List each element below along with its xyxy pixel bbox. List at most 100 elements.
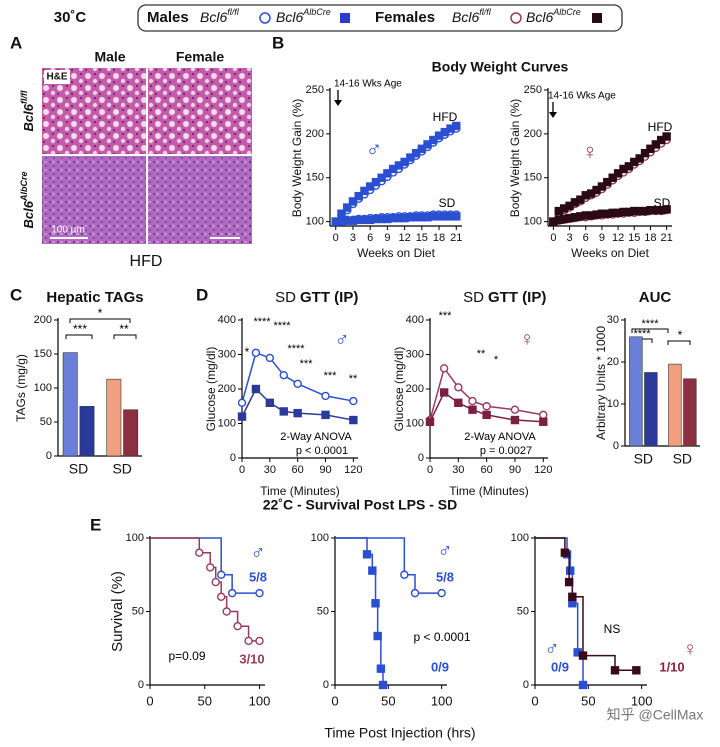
marker <box>195 548 204 557</box>
marker <box>578 680 588 690</box>
annotation: ♂ <box>438 539 453 561</box>
label-sup: AlbCre <box>302 7 331 17</box>
marker <box>216 570 226 579</box>
stain-label: H&E <box>46 72 67 83</box>
annotation: *** <box>324 370 338 382</box>
marker <box>378 680 388 690</box>
annotation: 5/8 <box>436 569 454 584</box>
x-tick-label: 0 <box>427 464 433 476</box>
annotation: HFD <box>433 110 458 124</box>
marker <box>244 636 253 646</box>
marker <box>482 410 491 420</box>
y-tick-label: 10 <box>607 398 619 410</box>
scale-label: 100 µm <box>51 225 85 236</box>
x-tick-label: 9 <box>384 232 390 244</box>
x-axis-label: Time (Minutes) <box>449 484 529 498</box>
y-tick-label: 150 <box>34 348 52 360</box>
panel-label: D <box>196 285 208 304</box>
marker <box>293 408 302 418</box>
x-tick-label: 3 <box>567 232 573 244</box>
panel-label: A <box>10 33 22 52</box>
marker <box>454 398 463 407</box>
x-tick-label: 6 <box>367 232 373 244</box>
x-tick-label: 0 <box>550 232 556 244</box>
marker <box>376 664 386 673</box>
legend-males: Males <box>147 9 189 26</box>
chart-title: AUC <box>639 289 672 306</box>
significance-bracket <box>65 334 93 339</box>
chart-title: GTT (IP) <box>488 289 546 306</box>
x-tick-label: 50 <box>381 693 395 708</box>
chart-subtitle: SD <box>463 289 484 306</box>
marker <box>468 396 477 406</box>
marker <box>624 162 634 171</box>
y-tick-label: 300 <box>218 348 236 360</box>
marker <box>365 182 375 191</box>
y-tick-label: 200 <box>524 128 542 140</box>
marker <box>560 548 570 557</box>
label-base: Bcl6 <box>21 103 36 131</box>
y-tick-label: 20 <box>607 356 619 368</box>
marker <box>400 570 409 579</box>
bar <box>79 406 95 457</box>
y-tick-label: 100 <box>306 216 324 228</box>
label-sup: fl/fl <box>227 7 240 17</box>
marker <box>406 153 415 162</box>
marker <box>400 157 409 167</box>
annotation: ** <box>119 322 129 336</box>
survival-step <box>150 537 201 553</box>
x-tick-label: 0 <box>146 693 153 708</box>
annotation: * <box>245 345 250 359</box>
marker <box>613 169 623 178</box>
y-tick-label: 100 <box>218 417 236 429</box>
marker <box>343 203 352 212</box>
bar <box>668 363 682 447</box>
legend-females: Females <box>375 9 435 26</box>
y-axis-label: Glucose (mg/dl) <box>204 347 218 432</box>
panel-label: B <box>272 33 284 52</box>
legend-swatch <box>340 13 350 23</box>
survival-step <box>375 602 379 637</box>
y-tick-label: 0 <box>230 452 236 464</box>
x-tick-label: 18 <box>644 232 656 244</box>
annotation: HFD <box>648 120 673 134</box>
annotation: ♀ <box>582 139 599 164</box>
y-tick-label: 50 <box>40 416 52 428</box>
x-tick-label: 0 <box>333 232 339 244</box>
y-tick-label: 50 <box>317 605 329 617</box>
marker <box>360 186 369 196</box>
panel-title: 22˚C - Survival Post LPS - SD <box>263 497 458 513</box>
x-tick-label: 60 <box>481 464 493 476</box>
y-tick-label: 200 <box>218 383 236 395</box>
temperature: 30˚C <box>54 9 87 26</box>
y-tick-label: 0 <box>323 679 329 691</box>
marker <box>383 169 392 178</box>
marker <box>662 132 671 141</box>
marker <box>368 566 377 575</box>
annotation: 2-Way ANOVA <box>280 431 352 443</box>
marker <box>216 592 226 601</box>
x-tick-label: 3 <box>350 232 356 244</box>
marker <box>371 177 381 187</box>
marker <box>439 364 449 373</box>
marker <box>632 666 641 675</box>
annotation: p = 0.0027 <box>480 445 532 457</box>
arrow-head <box>334 100 342 106</box>
legend-box <box>137 4 623 32</box>
histology-image <box>148 68 252 154</box>
marker <box>429 135 438 145</box>
group-label: SD <box>634 451 653 467</box>
watermark: 知乎 @CellMax <box>607 707 704 723</box>
annotation: ♀ <box>520 328 535 350</box>
legend-swatch <box>592 13 602 23</box>
y-tick-label: 30 <box>607 314 619 326</box>
x-tick-label: 120 <box>344 464 362 476</box>
header-legend: 30˚C Males Bcl6fl/fl Bcl6AlbCre Females … <box>54 4 623 32</box>
stain-box <box>44 70 70 84</box>
histology-image <box>42 156 146 244</box>
diet-label: HFD <box>130 253 163 270</box>
marker <box>539 417 548 426</box>
annotation: 0/9 <box>551 659 569 674</box>
marker <box>564 577 574 587</box>
